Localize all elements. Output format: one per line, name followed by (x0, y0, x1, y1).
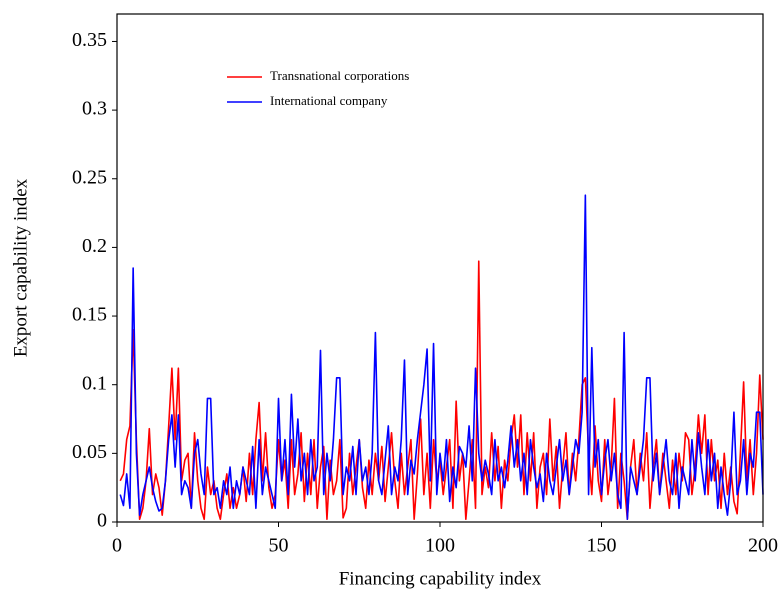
y-tick-label: 0 (97, 510, 107, 532)
y-tick-label: 0.25 (72, 166, 107, 188)
legend-label: International company (270, 93, 388, 108)
y-tick-label: 0.35 (72, 29, 107, 51)
y-tick-label: 0.3 (82, 98, 107, 120)
x-tick-label: 150 (587, 535, 617, 557)
data-line (119, 260, 764, 521)
data-line (119, 194, 764, 521)
x-tick-label: 100 (425, 535, 455, 557)
y-tick-label: 0.05 (72, 441, 107, 463)
x-tick-label: 50 (269, 535, 289, 557)
x-tick-label: 0 (112, 535, 122, 557)
y-tick-label: 0.2 (82, 235, 107, 257)
x-tick-label: 200 (748, 535, 778, 557)
y-tick-label: 0.15 (72, 304, 107, 326)
y-axis-label: Export capability index (10, 178, 31, 357)
plot-frame (116, 13, 764, 523)
x-axis-label: Financing capability index (339, 568, 542, 589)
y-tick-label: 0.1 (82, 372, 107, 394)
legend-label: Transnational corporations (270, 68, 409, 83)
